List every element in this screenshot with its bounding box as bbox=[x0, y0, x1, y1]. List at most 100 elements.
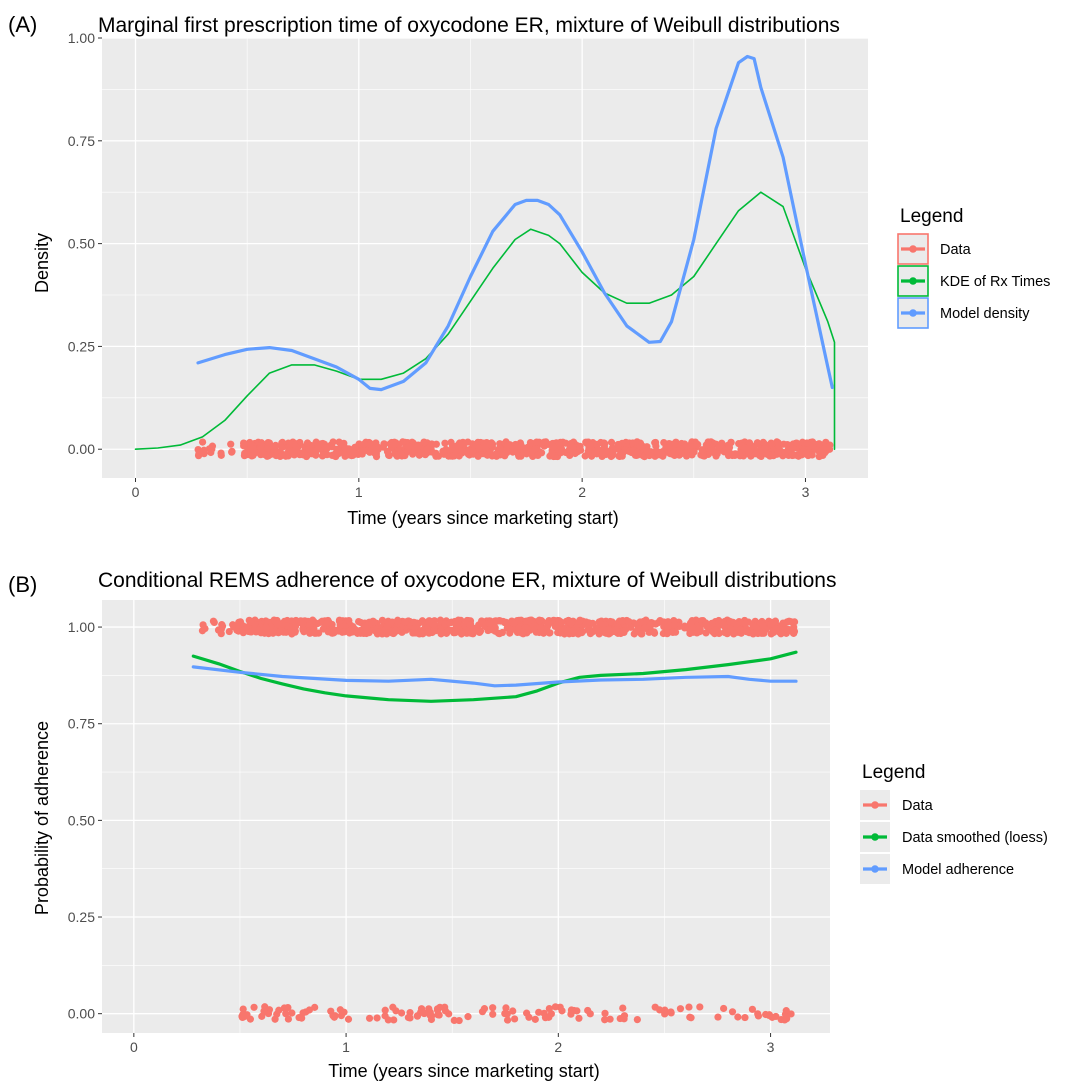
data-point bbox=[531, 625, 539, 634]
data-point bbox=[360, 440, 368, 448]
data-point bbox=[699, 452, 707, 460]
data-point bbox=[351, 443, 359, 451]
data-point bbox=[535, 1008, 543, 1016]
data-point bbox=[531, 1015, 539, 1023]
data-point bbox=[229, 621, 237, 629]
data-point bbox=[803, 439, 811, 447]
data-point bbox=[437, 627, 445, 635]
data-point bbox=[264, 630, 273, 638]
data-point bbox=[615, 452, 623, 460]
data-point bbox=[292, 446, 300, 454]
data-point bbox=[478, 617, 486, 625]
data-point bbox=[734, 1013, 742, 1021]
data-point bbox=[449, 452, 457, 460]
data-point bbox=[519, 628, 527, 636]
data-point bbox=[780, 440, 788, 448]
data-point bbox=[346, 447, 354, 455]
legend-key bbox=[897, 233, 929, 265]
data-point bbox=[208, 445, 216, 453]
data-point bbox=[424, 628, 432, 636]
panel-a-ytick-label: 1.00 bbox=[68, 30, 95, 46]
panel-a-xtick-label: 2 bbox=[578, 484, 586, 500]
data-point bbox=[685, 1003, 693, 1011]
data-point bbox=[413, 443, 422, 451]
data-point bbox=[480, 1005, 489, 1013]
data-point bbox=[425, 618, 433, 626]
data-point bbox=[815, 440, 823, 448]
data-point bbox=[668, 450, 677, 458]
data-point bbox=[752, 450, 760, 458]
data-point bbox=[584, 447, 592, 455]
data-point bbox=[380, 440, 388, 448]
data-point bbox=[554, 628, 562, 637]
panel-b-ytick-label: 1.00 bbox=[68, 619, 95, 635]
panel-b-ylabel: Probability of adherence bbox=[32, 721, 52, 915]
panel-b-tag: (B) bbox=[8, 572, 37, 597]
data-point bbox=[410, 618, 418, 626]
data-point bbox=[517, 442, 526, 450]
data-point bbox=[335, 617, 344, 625]
data-point bbox=[217, 449, 225, 457]
data-point bbox=[711, 626, 719, 634]
data-point bbox=[566, 451, 574, 460]
panel-b-xlabel: Time (years since marketing start) bbox=[328, 1061, 599, 1081]
data-point bbox=[282, 451, 290, 459]
data-point bbox=[728, 1008, 737, 1016]
data-point bbox=[714, 1013, 722, 1021]
panel-b-xtick-label: 0 bbox=[130, 1039, 138, 1055]
data-point bbox=[663, 630, 671, 638]
data-point bbox=[373, 1014, 381, 1022]
data-point bbox=[660, 618, 668, 626]
panel-b-ytick-label: 0.50 bbox=[68, 812, 95, 828]
panel-a-ytick-label: 0.50 bbox=[68, 236, 95, 252]
data-point bbox=[597, 438, 605, 447]
data-point bbox=[406, 1014, 414, 1022]
data-point bbox=[682, 452, 691, 460]
data-point bbox=[656, 1006, 664, 1014]
data-point bbox=[527, 616, 536, 624]
legend-title: Legend bbox=[862, 762, 925, 783]
data-point bbox=[378, 616, 387, 624]
data-point bbox=[322, 619, 331, 627]
data-point bbox=[201, 625, 209, 633]
data-point bbox=[614, 441, 622, 449]
data-point bbox=[694, 626, 702, 634]
data-point bbox=[634, 620, 642, 628]
data-point bbox=[594, 627, 602, 635]
data-point bbox=[633, 438, 641, 446]
data-point bbox=[620, 1015, 628, 1023]
data-point bbox=[306, 629, 314, 637]
data-point bbox=[466, 621, 474, 629]
legend-key bbox=[897, 297, 929, 329]
data-point bbox=[198, 438, 207, 446]
data-point bbox=[652, 620, 660, 628]
data-point bbox=[329, 1011, 337, 1020]
data-point bbox=[269, 443, 277, 451]
data-point bbox=[239, 1005, 247, 1013]
data-point bbox=[599, 448, 607, 457]
legend-label: Model adherence bbox=[902, 862, 1014, 878]
legend-label: Data bbox=[902, 798, 934, 814]
data-point bbox=[439, 447, 447, 455]
data-point bbox=[619, 1004, 627, 1012]
data-point bbox=[585, 627, 593, 635]
data-point bbox=[319, 451, 327, 459]
series-line-data-smoothed-loess bbox=[191, 650, 798, 703]
data-point bbox=[365, 1014, 374, 1022]
data-point bbox=[240, 439, 249, 448]
panel-a-data-points bbox=[194, 438, 834, 461]
data-point bbox=[670, 621, 679, 629]
data-point bbox=[262, 624, 270, 632]
data-point bbox=[556, 449, 565, 457]
legend-title: Legend bbox=[900, 206, 963, 227]
data-point bbox=[510, 1015, 519, 1023]
data-point bbox=[489, 1004, 497, 1012]
data-point bbox=[651, 439, 659, 447]
data-point bbox=[665, 443, 673, 451]
data-point bbox=[741, 1013, 749, 1022]
data-point bbox=[441, 439, 449, 447]
data-point bbox=[618, 617, 626, 625]
series-line-model-adherence bbox=[191, 665, 798, 688]
data-point bbox=[370, 618, 378, 626]
data-point bbox=[332, 449, 340, 457]
